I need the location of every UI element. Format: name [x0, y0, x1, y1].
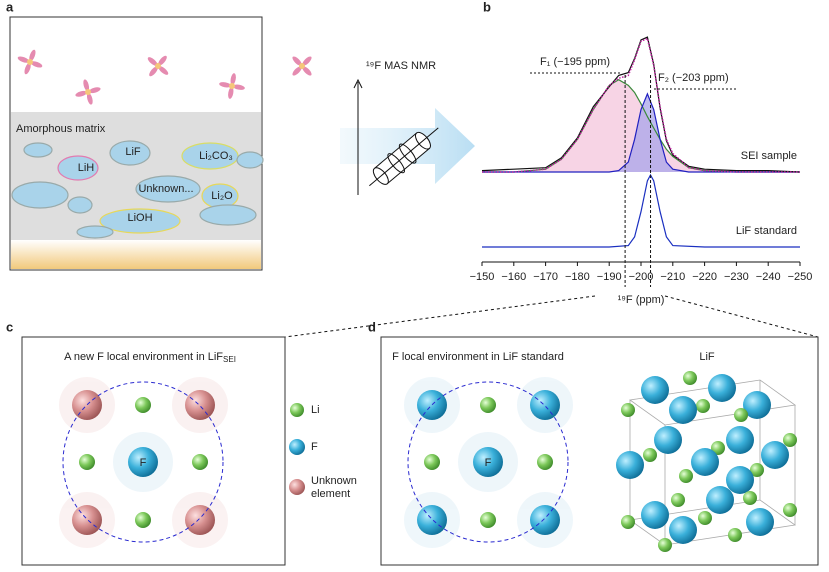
legend-label: F — [311, 441, 318, 453]
x-tick-label: −150 — [470, 271, 495, 283]
spectrum-label: SEI sample — [741, 150, 797, 162]
title-sub: SEI — [223, 355, 236, 364]
atom-li — [537, 454, 553, 470]
species-label: LiOH — [127, 212, 152, 224]
peak-annotation: F₂ (−203 ppm) — [658, 72, 729, 84]
particle — [109, 140, 151, 166]
panel-label: c — [6, 319, 13, 334]
particle — [11, 181, 69, 209]
panel-a: a Amorphous matrix LiF LiH Li₂CO₃ Unknow… — [6, 0, 321, 271]
atom-f — [128, 447, 158, 477]
arrow-label: ¹⁹F MAS NMR — [366, 60, 436, 72]
panel-c: c A new F local environment in LiFSEI F … — [6, 319, 357, 566]
peak-annotation: F₁ (−195 ppm) — [540, 56, 610, 68]
zoom-line — [284, 295, 596, 338]
atom-li — [79, 454, 95, 470]
panel-box — [21, 336, 286, 566]
environment-circle — [62, 381, 224, 543]
atom-li — [480, 512, 496, 528]
particle — [57, 155, 99, 181]
panel-title: F local environment in LiF standard — [392, 351, 564, 363]
particle — [199, 204, 257, 226]
x-tick-label: −180 — [565, 271, 590, 283]
x-tick-label: −160 — [501, 271, 526, 283]
species-label: LiH — [78, 162, 95, 174]
panel-label: a — [6, 0, 14, 14]
atom-unknown — [72, 390, 102, 420]
species-label: Li₂CO₃ — [199, 150, 233, 162]
atom-unknown — [185, 505, 215, 535]
atom-f — [417, 505, 447, 535]
particle — [23, 142, 53, 158]
species-label: LiF — [125, 146, 141, 158]
particle — [76, 225, 114, 239]
particle — [236, 151, 264, 169]
zoom-line — [664, 295, 819, 338]
environment-circle — [407, 381, 569, 543]
atom-li — [192, 454, 208, 470]
atom-li — [424, 454, 440, 470]
atom-f — [473, 447, 503, 477]
atom-unknown — [185, 390, 215, 420]
atom-label: F — [485, 457, 492, 469]
structure-label: LiF — [699, 351, 715, 363]
legend-swatch — [290, 403, 304, 417]
species-label: Li₂O — [211, 190, 233, 202]
spectrum-label: LiF standard — [736, 225, 797, 237]
axis-head — [353, 78, 363, 89]
atom-li — [135, 397, 151, 413]
atom-li — [480, 397, 496, 413]
x-tick-label: −250 — [788, 271, 813, 283]
panel-label: b — [483, 0, 491, 14]
x-tick-label: −200 — [629, 271, 654, 283]
panel-d: d F local environment in LiF standard Li… — [368, 319, 819, 566]
crystal — [616, 371, 797, 552]
spectrum-line — [482, 37, 800, 173]
panel-label: d — [368, 319, 376, 334]
x-axis-title: ¹⁹F (ppm) — [618, 294, 665, 306]
particle — [67, 196, 93, 214]
particle — [135, 175, 201, 203]
x-tick-label: −220 — [692, 271, 717, 283]
atom-f — [417, 390, 447, 420]
legend-label: Li — [311, 404, 320, 416]
panel-title: A new F local environment in LiFSEI — [64, 351, 236, 364]
atom-li — [135, 512, 151, 528]
spectrum-line — [482, 92, 800, 173]
x-tick-label: −230 — [724, 271, 749, 283]
x-tick-label: −170 — [533, 271, 558, 283]
nmr-arrow: ¹⁹F MAS NMR — [340, 60, 475, 195]
x-tick-label: −240 — [756, 271, 781, 283]
x-tick-label: −190 — [597, 271, 622, 283]
spectrum-line — [481, 36, 801, 173]
matrix-label: Amorphous matrix — [16, 123, 106, 135]
panel-b: b SEI sample F₁ (−195 ppm) F₂ (−203 ppm) Li… — [284, 0, 819, 338]
title-text: A new F local environment in LiF — [64, 351, 223, 363]
rotor — [369, 127, 439, 187]
atom-unknown — [72, 505, 102, 535]
peak-area — [482, 93, 800, 172]
legend-swatch — [289, 479, 305, 495]
atom-label: F — [140, 457, 147, 469]
particle — [99, 208, 181, 234]
atom-f — [530, 505, 560, 535]
x-tick-label: −210 — [660, 271, 685, 283]
species-label: Unknown... — [138, 183, 193, 195]
legend-swatch — [289, 439, 305, 455]
atom-f — [530, 390, 560, 420]
substrate — [11, 240, 261, 269]
legend-label: Unknown element — [311, 475, 357, 500]
molecule — [283, 47, 321, 85]
